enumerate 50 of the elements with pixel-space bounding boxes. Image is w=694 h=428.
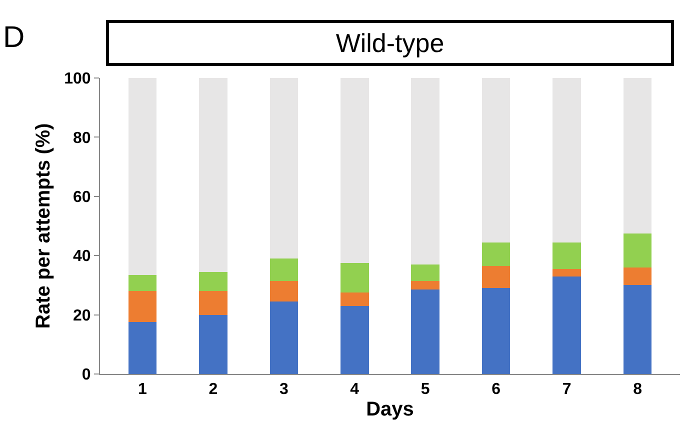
bar bbox=[552, 276, 581, 374]
bar bbox=[340, 306, 369, 374]
bar bbox=[411, 280, 440, 290]
y-tick-label: 20 bbox=[73, 307, 91, 324]
bar bbox=[552, 268, 581, 276]
bar bbox=[482, 78, 510, 242]
bar bbox=[411, 78, 440, 264]
bar bbox=[128, 78, 157, 275]
bar bbox=[199, 78, 228, 272]
y-axis-title: Rate per attempts (%) bbox=[32, 123, 55, 329]
bar bbox=[482, 288, 510, 374]
y-tick-label: 80 bbox=[73, 130, 91, 147]
bar bbox=[270, 301, 298, 374]
x-tick-label: 4 bbox=[350, 381, 360, 398]
bar bbox=[552, 242, 581, 269]
bar bbox=[340, 263, 369, 293]
bar bbox=[411, 290, 440, 374]
x-axis-title: Days bbox=[366, 398, 414, 421]
bar bbox=[623, 267, 652, 286]
bar bbox=[623, 285, 652, 374]
bar bbox=[270, 258, 298, 281]
y-tick-label: 100 bbox=[64, 70, 91, 88]
bar bbox=[340, 78, 369, 263]
text: D bbox=[3, 21, 25, 54]
bar bbox=[270, 280, 298, 302]
bar bbox=[199, 314, 228, 374]
x-tick-label: 6 bbox=[492, 381, 501, 398]
chart-title: Wild-type bbox=[336, 28, 444, 58]
bar bbox=[623, 78, 652, 234]
y-tick-label: 40 bbox=[73, 248, 91, 266]
bar bbox=[482, 266, 510, 288]
y-tick-label: 60 bbox=[73, 189, 91, 206]
bar bbox=[340, 292, 369, 306]
y-tick-label: 0 bbox=[82, 366, 91, 384]
bar bbox=[623, 233, 652, 268]
x-tick-label: 8 bbox=[633, 381, 642, 398]
x-tick-label: 5 bbox=[420, 381, 430, 398]
bar bbox=[411, 264, 440, 281]
bar bbox=[128, 322, 157, 374]
bar bbox=[128, 274, 157, 292]
bar bbox=[482, 242, 510, 266]
bar bbox=[270, 78, 298, 259]
bar bbox=[552, 78, 581, 242]
x-tick-label: 7 bbox=[562, 381, 572, 398]
x-tick-label: 1 bbox=[138, 381, 147, 398]
x-tick-label: 3 bbox=[279, 381, 288, 398]
bar bbox=[199, 291, 228, 315]
bar bbox=[199, 272, 228, 292]
x-tick-label: 2 bbox=[208, 381, 218, 398]
bar bbox=[128, 291, 157, 322]
